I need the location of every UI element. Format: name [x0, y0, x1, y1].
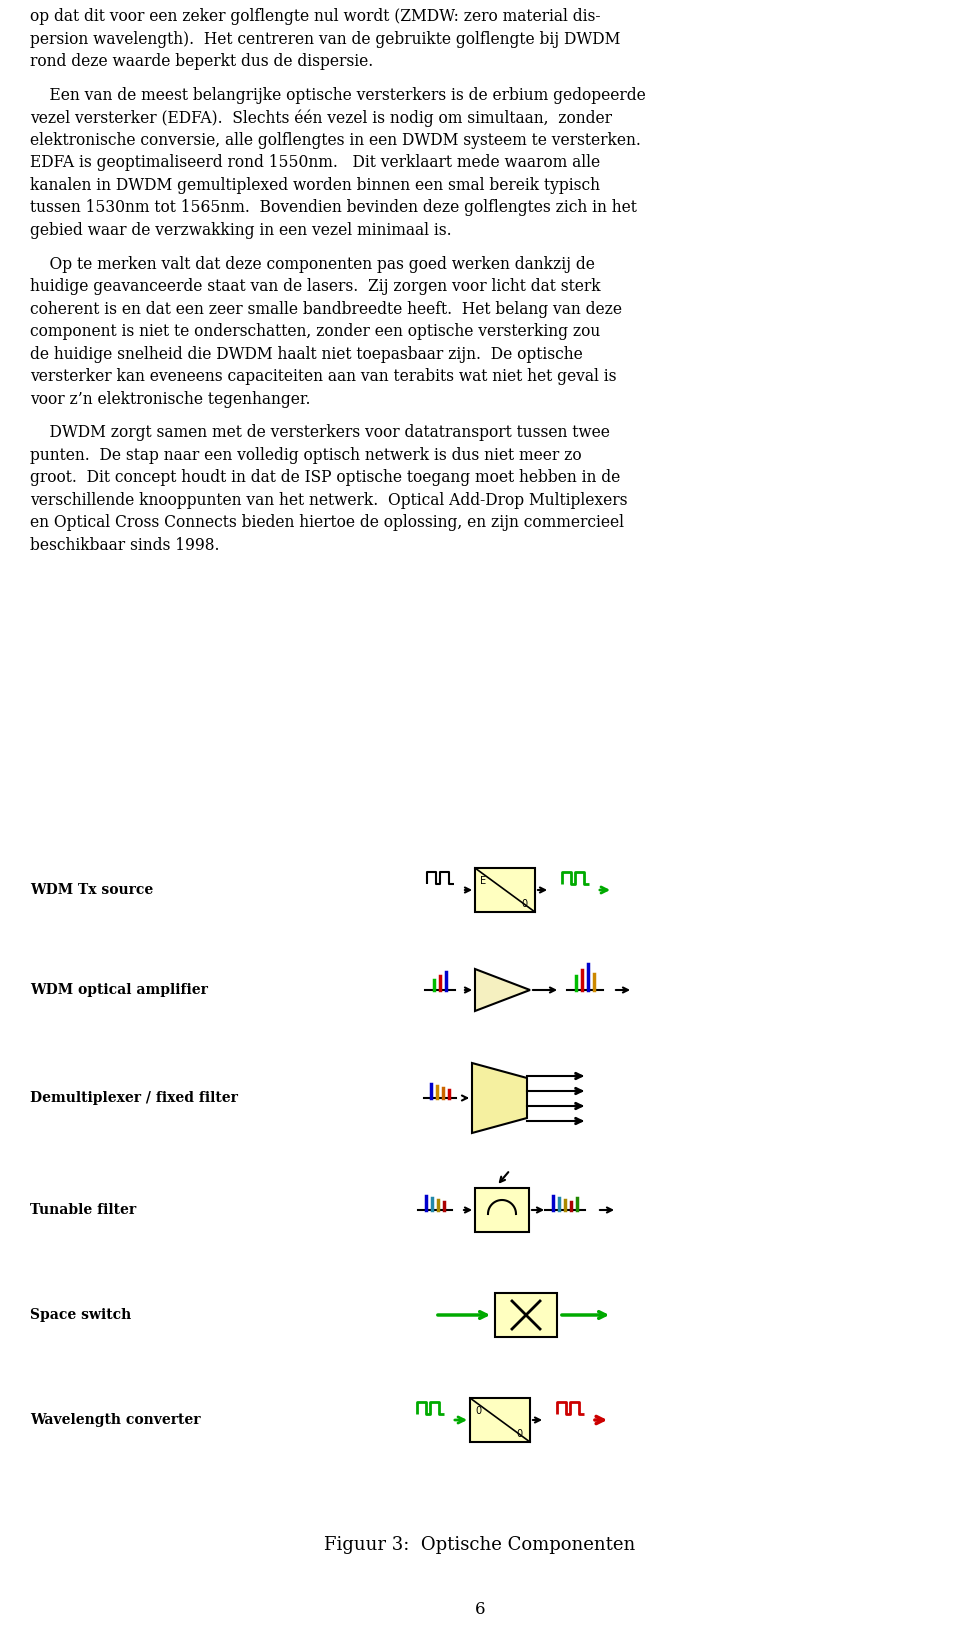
Text: Space switch: Space switch — [30, 1309, 132, 1322]
Text: coherent is en dat een zeer smalle bandbreedte heeft.  Het belang van deze: coherent is en dat een zeer smalle bandb… — [30, 301, 622, 318]
Text: Demultiplexer / fixed filter: Demultiplexer / fixed filter — [30, 1091, 238, 1104]
Text: beschikbaar sinds 1998.: beschikbaar sinds 1998. — [30, 537, 220, 553]
Text: Tunable filter: Tunable filter — [30, 1203, 136, 1216]
Text: E: E — [480, 876, 486, 886]
Bar — [475, 1188, 529, 1231]
Bar — [475, 867, 535, 912]
Polygon shape — [475, 969, 530, 1011]
Text: kanalen in DWDM gemultiplexed worden binnen een smal bereik typisch: kanalen in DWDM gemultiplexed worden bin… — [30, 176, 600, 194]
Text: Een van de meest belangrijke optische versterkers is de erbium gedopeerde: Een van de meest belangrijke optische ve… — [30, 87, 646, 104]
Text: versterker kan eveneens capaciteiten aan van terabits wat niet het geval is: versterker kan eveneens capaciteiten aan… — [30, 369, 616, 385]
Text: groot.  Dit concept houdt in dat de ISP optische toegang moet hebben in de: groot. Dit concept houdt in dat de ISP o… — [30, 469, 620, 486]
Text: op dat dit voor een zeker golflengte nul wordt (ZMDW: zero material dis-: op dat dit voor een zeker golflengte nul… — [30, 8, 601, 25]
Text: huidige geavanceerde staat van de lasers.  Zij zorgen voor licht dat sterk: huidige geavanceerde staat van de lasers… — [30, 278, 601, 295]
Text: persion wavelength).  Het centreren van de gebruikte golflengte bij DWDM: persion wavelength). Het centreren van d… — [30, 31, 620, 48]
Text: verschillende knooppunten van het netwerk.  Optical Add-Drop Multiplexers: verschillende knooppunten van het netwer… — [30, 492, 628, 509]
Text: component is niet te onderschatten, zonder een optische versterking zou: component is niet te onderschatten, zond… — [30, 323, 600, 341]
Text: de huidige snelheid die DWDM haalt niet toepasbaar zijn.  De optische: de huidige snelheid die DWDM haalt niet … — [30, 346, 583, 362]
Text: 6: 6 — [475, 1602, 485, 1618]
Text: DWDM zorgt samen met de versterkers voor datatransport tussen twee: DWDM zorgt samen met de versterkers voor… — [30, 425, 610, 441]
Text: punten.  De stap naar een volledig optisch netwerk is dus niet meer zo: punten. De stap naar een volledig optisc… — [30, 446, 582, 464]
Text: 0: 0 — [516, 1429, 522, 1439]
Text: voor z’n elektronische tegenhanger.: voor z’n elektronische tegenhanger. — [30, 390, 310, 408]
Text: tussen 1530nm tot 1565nm.  Bovendien bevinden deze golflengtes zich in het: tussen 1530nm tot 1565nm. Bovendien bevi… — [30, 199, 636, 216]
Text: WDM Tx source: WDM Tx source — [30, 882, 154, 897]
Text: vezel versterker (EDFA).  Slechts één vezel is nodig om simultaan,  zonder: vezel versterker (EDFA). Slechts één vez… — [30, 109, 612, 127]
Text: Op te merken valt dat deze componenten pas goed werken dankzij de: Op te merken valt dat deze componenten p… — [30, 255, 595, 273]
Text: en Optical Cross Connects bieden hiertoe de oplossing, en zijn commercieel: en Optical Cross Connects bieden hiertoe… — [30, 514, 624, 532]
Text: 0: 0 — [521, 899, 527, 909]
Polygon shape — [472, 1063, 527, 1132]
Text: 0: 0 — [475, 1406, 481, 1416]
Bar — [495, 1294, 557, 1337]
Text: gebied waar de verzwakking in een vezel minimaal is.: gebied waar de verzwakking in een vezel … — [30, 222, 451, 239]
Text: EDFA is geoptimaliseerd rond 1550nm.   Dit verklaart mede waarom alle: EDFA is geoptimaliseerd rond 1550nm. Dit… — [30, 155, 600, 171]
Text: rond deze waarde beperkt dus de dispersie.: rond deze waarde beperkt dus de dispersi… — [30, 53, 373, 71]
Text: Figuur 3:  Optische Componenten: Figuur 3: Optische Componenten — [324, 1536, 636, 1554]
Text: Wavelength converter: Wavelength converter — [30, 1412, 201, 1427]
Text: WDM optical amplifier: WDM optical amplifier — [30, 983, 208, 997]
Text: elektronische conversie, alle golflengtes in een DWDM systeem te versterken.: elektronische conversie, alle golflengte… — [30, 132, 641, 148]
Bar — [470, 1397, 530, 1442]
